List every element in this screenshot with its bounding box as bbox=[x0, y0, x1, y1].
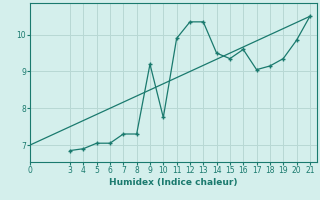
X-axis label: Humidex (Indice chaleur): Humidex (Indice chaleur) bbox=[109, 178, 237, 187]
